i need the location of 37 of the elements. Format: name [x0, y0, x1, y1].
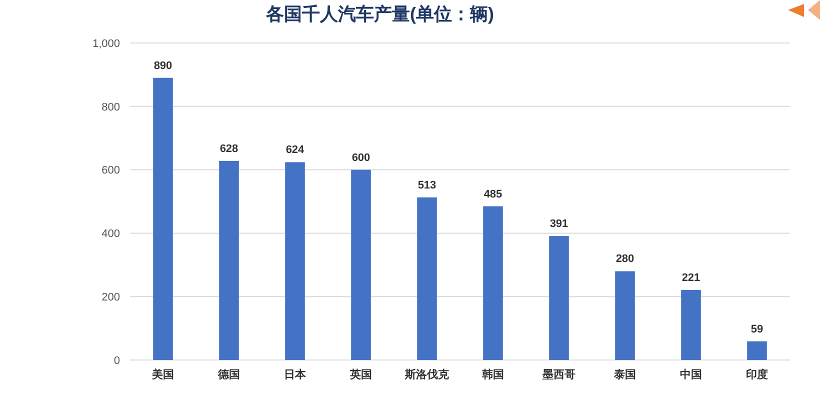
bar	[681, 290, 701, 360]
bar	[549, 236, 569, 360]
x-tick-label: 韩国	[481, 368, 504, 381]
bar	[747, 341, 767, 360]
bar	[153, 78, 173, 360]
bar	[615, 271, 635, 360]
x-tick-label: 美国	[151, 368, 174, 381]
data-label: 280	[616, 253, 634, 266]
x-tick-label: 英国	[349, 368, 372, 381]
y-tick-label: 0	[114, 354, 120, 367]
y-tick-label: 600	[102, 164, 120, 177]
y-tick-label: 200	[102, 291, 120, 304]
bar	[219, 160, 239, 360]
bar	[483, 206, 503, 360]
chart-title: 各国千人汽车产量(单位：辆)	[265, 4, 494, 24]
data-label: 59	[750, 323, 764, 336]
y-tick-label: 1,000	[92, 38, 120, 50]
data-label: 485	[484, 188, 502, 200]
x-tick-label: 泰国	[613, 369, 636, 381]
data-label: 890	[154, 60, 172, 72]
bar	[417, 197, 437, 360]
bar	[285, 162, 305, 360]
x-tick-label: 墨西哥	[542, 368, 576, 381]
x-tick-label: 印度	[746, 368, 768, 381]
x-tick-label: 斯洛伐克	[404, 368, 450, 381]
bar	[351, 170, 371, 360]
data-label: 513	[418, 179, 436, 192]
x-tick-label: 中国	[680, 368, 702, 381]
data-label: 391	[550, 218, 568, 230]
data-label: 628	[220, 142, 238, 155]
y-tick-label: 800	[102, 101, 120, 114]
y-tick-label: 400	[102, 228, 120, 240]
data-label: 600	[352, 152, 370, 164]
x-tick-label: 日本	[284, 368, 307, 381]
x-tick-label: 德国	[217, 368, 240, 381]
data-label: 221	[682, 272, 700, 284]
data-label: 624	[286, 144, 306, 156]
